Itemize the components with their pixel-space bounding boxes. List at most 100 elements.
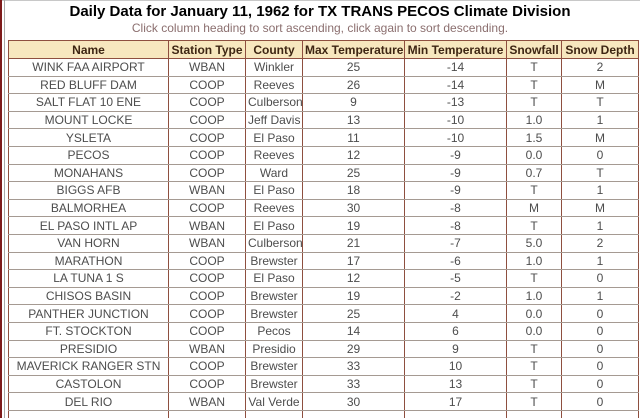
column-header-county[interactable]: County [245,40,303,59]
table-cell: COOP [168,304,246,323]
table-cell: Reeves [245,75,303,95]
table-cell: 19 [302,286,405,306]
table-cell: -10 [404,110,507,130]
table-cell: 2 [561,58,639,77]
table-row: RED BLUFF DAM COOP Reeves 26 -14 T M [8,75,639,95]
table-cell: 9 [302,93,405,112]
table-cell: T [506,374,562,394]
table-cell: T [506,58,562,77]
table-row: LA TUNA 1 S COOP El Paso 12 -5 T 0 [8,269,639,288]
table-cell: 1 [561,110,639,130]
table-cell [245,409,303,418]
column-header-max-temperature[interactable]: Max Temperature [302,40,405,59]
table-cell: Brewster [245,286,303,306]
table-row: DEL RIO WBAN Val Verde 30 17 T 0 [8,392,639,411]
table-cell: -9 [404,145,507,165]
table-cell: M [506,198,562,218]
table-cell: 17 [404,392,507,411]
table-cell: 0.7 [506,163,562,183]
table-row: VAN HORN WBAN Culberson 21 -7 5.0 2 [8,233,639,253]
table-cell: COOP [168,198,246,218]
table-body: WINK FAA AIRPORT WBAN Winkler 25 -14 T 2 RED BL… [8,58,639,418]
table-cell: -9 [404,163,507,183]
table-cell: T [506,392,562,411]
table-cell: -5 [404,269,507,288]
table-cell: M [561,198,639,218]
table-cell: 9 [404,339,507,359]
table-row: MARATHON COOP Brewster 17 -6 1.0 1 [8,251,639,271]
table-cell: 0 [561,357,639,376]
table-cell: 1 [561,216,639,235]
table-cell: COOP [168,357,246,376]
table-cell [168,409,246,418]
table-cell: M [561,128,639,147]
table-cell: WBAN [168,392,246,411]
column-header-snow-depth[interactable]: Snow Depth [561,40,639,59]
page-subtitle: Click column heading to sort ascending, … [131,21,509,35]
title-block: Daily Data for January 11, 1962 for TX T… [0,0,640,35]
table-cell: LA TUNA 1 S [8,269,169,288]
table-cell: 5.0 [506,233,562,253]
table-row: FT. STOCKTON COOP Pecos 14 6 0.0 0 [8,321,639,341]
table-cell: YSLETA [8,128,169,147]
table-cell: El Paso [245,269,303,288]
table-cell: WBAN [168,339,246,359]
column-header-min-temperature[interactable]: Min Temperature [404,40,507,59]
table-cell: -14 [404,75,507,95]
table-cell: BIGGS AFB [8,181,169,200]
table-cell: 4 [404,304,507,323]
table-cell: 19 [302,216,405,235]
table-cell: -10 [404,128,507,147]
table-cell: -14 [404,58,507,77]
table-cell: 0.0 [506,145,562,165]
table-row: WINK FAA AIRPORT WBAN Winkler 25 -14 T 2 [8,58,639,77]
table-row: PANTHER JUNCTION COOP Brewster 25 4 0.0 0 [8,304,639,323]
table-cell: 0 [561,304,639,323]
table-cell: Brewster [245,374,303,394]
table-cell: COOP [168,286,246,306]
table-cell: COOP [168,163,246,183]
table-cell: Brewster [245,357,303,376]
table-cell: 11 [302,128,405,147]
table-cell: COOP [168,110,246,130]
left-frame-border-red [0,0,2,418]
table-cell: 18 [302,181,405,200]
table-cell: 1 [561,251,639,271]
top-frame-border [0,0,640,1]
table-cell: 13 [404,374,507,394]
column-header-name[interactable]: Name [8,40,169,59]
table-cell: T [506,93,562,112]
table-cell: COOP [168,321,246,341]
table-cell [506,409,562,418]
table-cell: VAN HORN [8,233,169,253]
table-cell: Culberson [245,93,303,112]
table-cell: CHISOS BASIN [8,286,169,306]
table-cell: 12 [302,145,405,165]
table-cell: 26 [302,75,405,95]
table-cell: 1.0 [506,251,562,271]
table-cell: 0.0 [506,304,562,323]
table-cell: MOUNT LOCKE [8,110,169,130]
column-header-station-type[interactable]: Station Type [168,40,246,59]
table-cell: MAVERICK RANGER STN [8,357,169,376]
table-cell: COOP [168,145,246,165]
table-cell: SALT FLAT 10 ENE [8,93,169,112]
table-cell: 12 [302,269,405,288]
table-cell: 25 [302,58,405,77]
table-cell: Brewster [245,251,303,271]
table-cell: Pecos [245,321,303,341]
left-frame-border-gray [4,0,5,418]
table-row: CASTOLON COOP Brewster 33 13 T 0 [8,374,639,394]
table-row: PRESIDIO WBAN Presidio 29 9 T 0 [8,339,639,359]
table-cell [404,409,507,418]
table-cell: -2 [404,286,507,306]
table-cell: T [506,216,562,235]
table-row: YSLETA COOP El Paso 11 -10 1.5 M [8,128,639,147]
table-cell: 13 [302,110,405,130]
table-row: MOUNT LOCKE COOP Jeff Davis 13 -10 1.0 1 [8,110,639,130]
table-cell: COOP [168,93,246,112]
table-cell: 14 [302,321,405,341]
column-header-snowfall[interactable]: Snowfall [506,40,562,59]
table-row: EL PASO INTL AP WBAN El Paso 19 -8 T 1 [8,216,639,235]
table-cell: MARATHON [8,251,169,271]
